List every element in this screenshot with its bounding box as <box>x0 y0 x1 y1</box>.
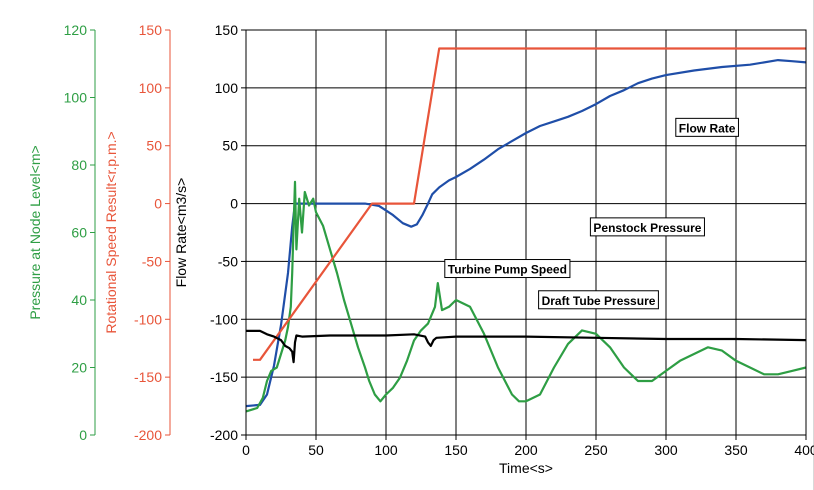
flow-tick-label: 100 <box>215 80 239 96</box>
x-tick-label: 300 <box>654 442 678 458</box>
pressure-tick-label: 60 <box>71 225 87 241</box>
annotation-layer: Flow Rate Penstock Pressure Turbine Pump S… <box>444 117 739 310</box>
annotation-label: Turbine Pump Speed <box>448 263 567 277</box>
annotation-box <box>444 259 571 279</box>
speed-tick-label: -150 <box>134 369 162 385</box>
x-tick-label: 250 <box>584 442 608 458</box>
speed-tick-label: -50 <box>142 253 162 269</box>
speed-tick-label: -100 <box>134 311 162 327</box>
pressure-tick-label: 0 <box>79 427 87 443</box>
annotation-label: Penstock Pressure <box>593 221 701 235</box>
series-line-draft-tube-pressure <box>246 329 807 364</box>
speed-tick-label: -200 <box>134 427 162 443</box>
speed-tick-label: 100 <box>139 80 163 96</box>
x-tick-label: 200 <box>514 442 538 458</box>
annotation-box <box>538 290 659 310</box>
x-axis-title: Time<s> <box>499 460 553 476</box>
series-layer <box>245 47 807 413</box>
annotation-box <box>589 217 705 237</box>
flow-tick-label: -50 <box>218 253 238 269</box>
series-line-penstock-pressure <box>245 180 807 413</box>
axes-layer: 0 50 100 150 200 250 300 350 400Time<s>150100500… <box>27 22 814 476</box>
x-tick-label: 350 <box>724 442 748 458</box>
pressure-tick-label: 40 <box>71 292 87 308</box>
flow-tick-label: 0 <box>230 196 238 212</box>
series-line-turbine-pump-speed <box>253 47 806 361</box>
annotation-box <box>675 117 739 137</box>
flow-tick-label: 50 <box>222 138 238 154</box>
pressure-tick-label: 20 <box>71 360 87 376</box>
x-tick-label: 0 <box>242 442 250 458</box>
x-tick-label: 100 <box>374 442 398 458</box>
annotation: Flow Rate <box>675 117 739 137</box>
flow-axis-title: Flow Rate<m3/s> <box>173 178 189 288</box>
pressure-axis-title: Pressure at Node Level<m> <box>27 145 43 319</box>
flow-tick-label: -100 <box>210 311 238 327</box>
pressure-tick-label: 100 <box>64 90 88 106</box>
flow-tick-label: -150 <box>210 369 238 385</box>
pressure-tick-label: 80 <box>71 157 87 173</box>
annotation-label: Draft Tube Pressure <box>542 294 656 308</box>
flow-tick-label: 150 <box>215 22 239 38</box>
speed-tick-label: 0 <box>154 196 162 212</box>
speed-tick-label: 50 <box>146 138 162 154</box>
annotation: Draft Tube Pressure <box>538 290 659 310</box>
flow-tick-label: -200 <box>210 427 238 443</box>
annotation-label: Flow Rate <box>679 121 736 135</box>
speed-axis-title: Rotational Speed Result<r.p.m.> <box>103 131 119 333</box>
x-tick-label: 50 <box>308 442 324 458</box>
x-tick-label: 400 <box>794 442 814 458</box>
x-tick-label: 150 <box>444 442 468 458</box>
pressure-tick-label: 120 <box>64 22 88 38</box>
annotation: Penstock Pressure <box>589 217 705 237</box>
annotation: Turbine Pump Speed <box>444 259 571 279</box>
speed-tick-label: 150 <box>139 22 163 38</box>
